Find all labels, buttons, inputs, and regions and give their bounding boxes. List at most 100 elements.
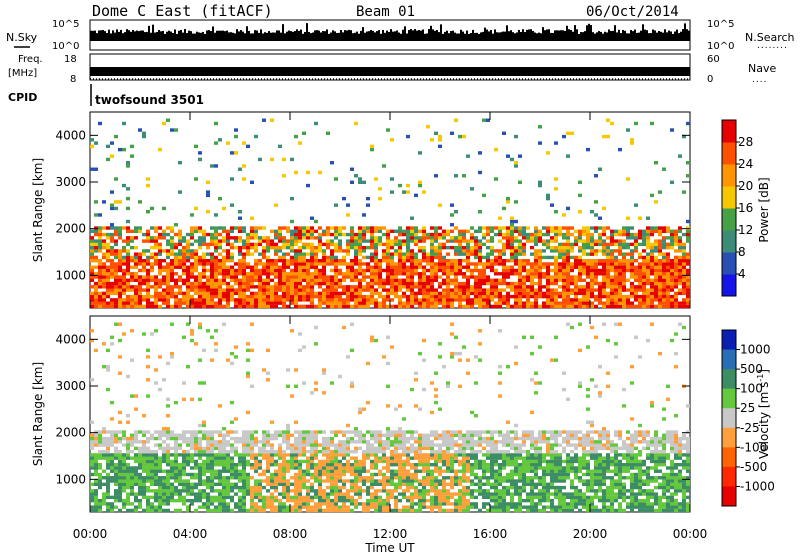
power-cell — [222, 236, 226, 240]
velocity-cell — [170, 430, 174, 434]
power-cell — [590, 210, 594, 214]
power-cell — [386, 232, 390, 237]
velocity-cell — [318, 466, 322, 470]
power-cell — [470, 239, 474, 243]
power-cell — [458, 232, 462, 237]
power-cell — [110, 262, 114, 266]
nsky-bar — [170, 31, 172, 41]
velocity-cell — [198, 498, 202, 503]
velocity-cell — [214, 472, 218, 477]
power-cell — [530, 252, 534, 256]
velocity-cell — [262, 508, 266, 513]
power-cell — [334, 288, 338, 292]
nsky-bar — [414, 29, 416, 41]
power-cell — [658, 190, 662, 194]
power-cell — [194, 291, 198, 296]
power-cell — [506, 200, 510, 204]
power-cell — [582, 294, 586, 299]
velocity-cell — [198, 430, 202, 434]
power-cell — [266, 298, 270, 302]
velocity-cell — [186, 449, 190, 454]
power-cell — [670, 232, 674, 237]
power-cell — [290, 298, 294, 302]
velocity-cell — [126, 420, 130, 424]
power-cell — [226, 291, 230, 296]
velocity-cell — [166, 508, 170, 513]
power-cell — [134, 291, 138, 296]
power-cell — [514, 294, 518, 299]
power-cell — [438, 275, 442, 279]
power-cell — [514, 161, 518, 165]
power-cell — [170, 128, 174, 132]
power-cell — [186, 259, 190, 263]
velocity-cell — [294, 443, 298, 447]
power-cell — [358, 298, 362, 302]
power-cell — [102, 272, 106, 276]
velocity-cell — [214, 476, 218, 480]
power-cell — [98, 278, 102, 282]
velocity-cell — [294, 456, 298, 460]
velocity-cell — [262, 368, 266, 372]
power-cell — [118, 288, 122, 292]
power-cell — [314, 249, 318, 253]
power-cell — [118, 304, 122, 309]
power-cell — [422, 259, 426, 263]
velocity-cell — [274, 472, 278, 477]
velocity-cell — [302, 472, 306, 477]
velocity-cell — [218, 472, 222, 477]
nsky-bar — [628, 33, 630, 41]
velocity-cell — [226, 459, 230, 464]
power-cell — [302, 288, 306, 292]
nsky-bar — [572, 31, 574, 41]
power-cell — [278, 232, 282, 237]
power-cell — [598, 167, 602, 171]
velocity-cell — [138, 498, 142, 503]
power-cell — [486, 301, 490, 305]
power-cell — [198, 151, 202, 155]
power-cell — [626, 288, 630, 292]
power-cell — [406, 252, 410, 256]
power-cell — [506, 298, 510, 302]
nsky-bar — [264, 32, 266, 41]
velocity-cell — [198, 381, 202, 385]
velocity-cell — [234, 463, 238, 467]
power-cell — [298, 262, 302, 266]
nsky-bar — [326, 29, 328, 41]
power-cell — [146, 268, 150, 273]
velocity-cell — [118, 322, 122, 326]
velocity-cell — [338, 469, 342, 473]
power-cell — [510, 304, 514, 309]
power-cell — [246, 288, 250, 292]
power-cell — [630, 275, 634, 279]
velocity-cell — [154, 430, 158, 434]
power-cell — [378, 236, 382, 240]
nsky-bar — [662, 32, 664, 41]
power-cell — [650, 298, 654, 302]
power-cell — [346, 265, 350, 269]
power-cell — [578, 249, 582, 253]
power-cell — [442, 272, 446, 276]
power-cell — [578, 210, 582, 214]
velocity-cell — [194, 466, 198, 470]
power-cell — [374, 298, 378, 302]
power-cell — [154, 288, 158, 292]
power-cell — [586, 252, 590, 256]
power-cell — [550, 255, 554, 260]
power-cell — [374, 262, 378, 266]
velocity-cell — [238, 453, 242, 457]
power-cell — [146, 288, 150, 292]
power-cell — [314, 275, 318, 279]
power-cell — [622, 268, 626, 273]
power-cell — [446, 281, 450, 286]
power-cell — [238, 226, 242, 230]
power-cell — [270, 268, 274, 273]
power-cell — [650, 272, 654, 276]
power-cell — [378, 226, 382, 230]
power-cell — [250, 281, 254, 286]
power-cell — [342, 272, 346, 276]
power-cell — [186, 288, 190, 292]
velocity-cell — [286, 430, 290, 434]
power-cell — [138, 294, 142, 299]
velocity-cell — [278, 430, 282, 434]
power-cell — [654, 229, 658, 233]
